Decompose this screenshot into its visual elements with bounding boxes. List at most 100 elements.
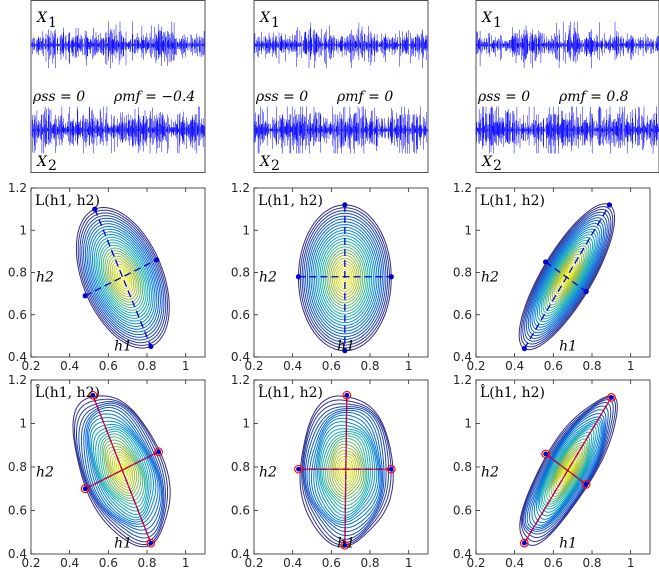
axis-endpoint-dot [296,466,301,472]
x-tick-label: 0.6 [544,359,563,373]
x-tick-label: 0.4 [283,556,302,570]
x-axis-label: h1 [559,339,577,355]
axis-endpoint-dot [156,449,162,455]
contour-level-line [109,258,136,298]
contour-level-line [537,231,597,323]
estimate-endpoint-marker [154,447,163,457]
y-tick-label: 0.4 [8,350,27,364]
contour-level-line [548,248,586,306]
x-axis-label: h1 [114,535,132,551]
y-tick-label: 0.8 [8,266,27,280]
rho-ss-label: ρss = 0 [32,89,85,105]
rho-ss-label: ρss = 0 [477,89,530,105]
axis-endpoint-dot [583,482,589,487]
x-tick-label: 0.6 [99,359,118,373]
contour-level-line [555,259,579,295]
y-tick-label: 1 [242,223,250,237]
contour-level-line [107,255,138,300]
x-tick-label: 0.8 [137,359,156,373]
rho-mf-label: ρmf = −0.4 [113,89,195,105]
contour-level-line [102,247,143,308]
contour-lines [75,206,170,349]
y-tick-label: 1 [19,223,27,237]
x-tick-label: 1 [405,359,413,373]
x-axis-label: h1 [114,339,132,355]
estimate-endpoint-marker [88,390,98,400]
estimate-endpoint-marker [80,484,90,494]
y-axis-label: h2 [259,464,277,480]
estimated-minor-axis-line [84,451,159,490]
x1-subscript: 1 [48,15,57,31]
estimate-endpoint-marker [342,390,352,400]
panel-title: L(h1, h2) [258,193,323,209]
y-tick-label: 0.6 [231,308,250,322]
x-tick-label: 0.6 [322,359,341,373]
y-axis-label: h2 [259,270,277,286]
series-x1-line [475,21,659,69]
panel-title: L̂(h1, h2) [258,383,323,401]
x-axis-label: h1 [337,339,355,355]
axis-endpoint-dot [154,257,160,263]
axis-endpoint-dot [90,392,96,398]
axis-endpoint-dot [606,202,613,208]
estimate-endpoint-marker [541,449,550,459]
estimate-endpoint-marker [519,538,529,548]
x-tick-label: 0.4 [283,359,302,373]
estimated-minor-axis-line [545,453,587,485]
series-x1-line [253,22,428,69]
y-tick-label: 1.2 [231,373,250,387]
contour-level-line [303,212,387,343]
rho-ss-label: ρss = 0 [255,89,308,105]
x-tick-label: 0.8 [582,359,601,373]
y-tick-label: 0.4 [453,547,472,561]
series-x2-line [475,106,659,154]
axis-endpoint-dot [92,206,98,212]
x-tick-label: 0.2 [244,556,263,570]
contour-level-line [524,211,610,342]
x-tick-label: 0.4 [505,556,524,570]
x-tick-label: 0.8 [360,359,379,373]
x-tick-label: 0.2 [466,359,485,373]
estimate-endpoint-marker [606,393,616,402]
axis-endpoint-dot [342,348,348,354]
estimated-major-axis-line [344,395,348,546]
axis-endpoint-dot [388,274,394,280]
y-tick-label: 0.4 [8,547,27,561]
y-tick-label: 0.6 [8,504,27,518]
minor-axis-line [545,261,587,293]
y-tick-label: 1.2 [8,373,27,387]
x-axis-label: h1 [337,535,355,551]
contour-level-line [117,269,129,287]
contour-lines [299,395,394,548]
y-axis-label: h2 [36,270,54,286]
series-x1-line [30,21,205,69]
minor-axis-line [84,259,157,297]
panel-title: L̂(h1, h2) [35,383,100,401]
y-axis-label: h2 [481,464,499,480]
axis-endpoint-dot [543,259,549,265]
panel-title: L(h1, h2) [480,193,545,209]
contour-level-line [95,236,151,319]
y-tick-label: 0.4 [231,350,250,364]
x2-label: X [481,154,493,170]
y-tick-label: 1.2 [453,181,472,195]
x-tick-label: 0.6 [544,556,563,570]
y-tick-label: 1 [464,223,472,237]
x2-subscript: 2 [271,158,280,174]
x-tick-label: 1 [182,359,190,373]
x-tick-label: 0.4 [60,556,79,570]
contour-level-line [549,251,584,303]
series-x2-line [253,106,428,154]
axis-endpoint-dot [342,542,348,548]
x-tick-label: 0.2 [21,556,40,570]
axis-endpoint-dot [148,540,154,546]
x-tick-label: 0.4 [60,359,79,373]
y-tick-label: 0.4 [453,350,472,364]
axis-endpoint-dot [82,293,88,299]
estimated-major-axis-line [92,395,152,544]
contour-level-line [542,239,592,314]
